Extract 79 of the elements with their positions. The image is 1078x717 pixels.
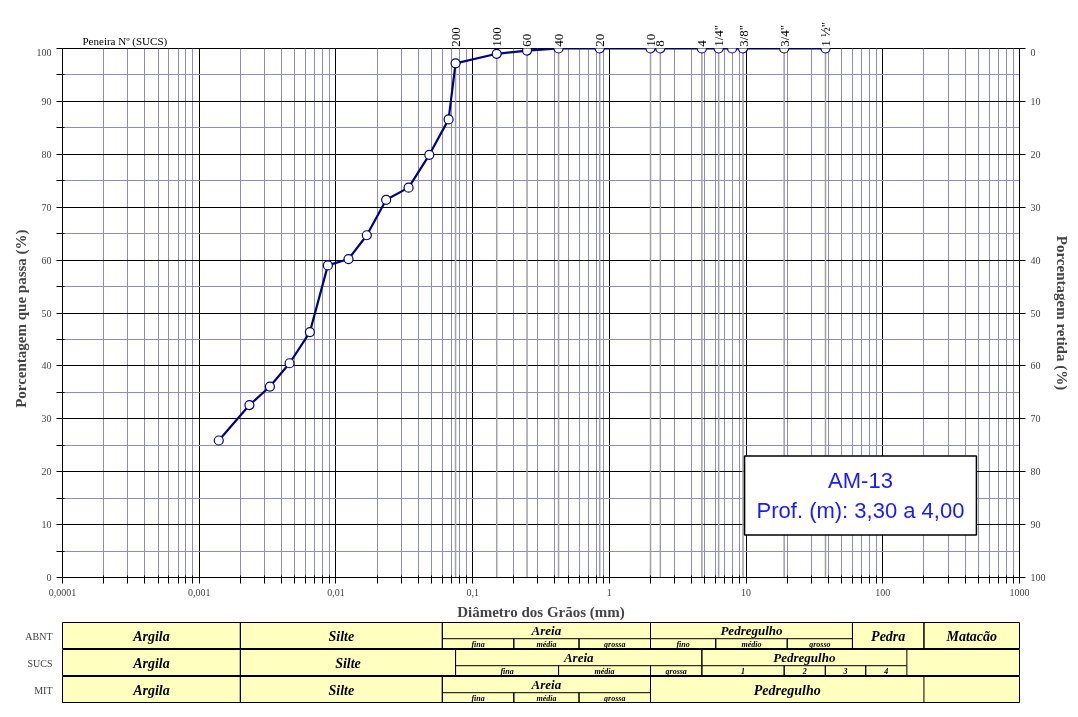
y2-tick-label: 70 [1030, 413, 1041, 425]
y-tick-label: 90 [41, 95, 52, 107]
x-tick-label: 0,001 [187, 586, 211, 598]
annotation: 200 [447, 27, 463, 47]
x-tick-label: 0,01 [327, 586, 345, 598]
annotation: 100 [488, 27, 504, 47]
annotation: 1 ½" [817, 21, 833, 47]
text: Silte [328, 682, 355, 698]
y2-tick-label: 20 [1030, 148, 1041, 160]
text: grossa [603, 693, 626, 703]
text: 2 [801, 667, 807, 677]
y-tick-label: 10 [41, 519, 52, 531]
y-tick-label: 40 [41, 360, 52, 372]
y-axis-title: Porcentagem que passa (%) [12, 229, 30, 408]
annotation: 3/4" [776, 24, 792, 47]
text: SUCS [27, 657, 53, 669]
y-tick-label: 80 [41, 148, 52, 160]
text: Pedregulho [773, 650, 836, 666]
annotation: 4 [693, 39, 709, 47]
text: 4 [883, 667, 889, 677]
text: médio [741, 639, 762, 649]
x-tick-label: 10 [741, 586, 752, 598]
text: Pedregulho [753, 682, 821, 698]
y2-tick-label: 90 [1030, 519, 1041, 531]
text: Areia [530, 677, 562, 693]
x-tick-label: 1000 [1009, 586, 1030, 598]
text: Argila [132, 628, 170, 644]
x-tick-label: 0,1 [466, 586, 479, 598]
text: fina [471, 639, 485, 649]
x-tick-label: 0,0001 [48, 586, 77, 598]
x-tick-label: 100 [875, 586, 891, 598]
text: MIT [34, 684, 53, 696]
text: fina [500, 666, 514, 676]
text: 1 [741, 667, 746, 677]
text: Silte [335, 655, 361, 671]
y2-tick-label: 0 [1030, 46, 1036, 58]
y2-tick-label: 60 [1030, 360, 1041, 372]
text: grossa [664, 666, 687, 676]
y2-tick-label: 30 [1030, 201, 1041, 213]
y-tick-label: 30 [41, 413, 52, 425]
y-tick-label: 60 [41, 254, 52, 266]
y-tick-label: 20 [41, 466, 52, 478]
x-tick-label: 1 [606, 586, 612, 598]
annotation: 40 [550, 33, 566, 47]
x2-axis-title: Peneira Nº (SUCS) [82, 34, 168, 48]
annotation: AM-13 [828, 468, 893, 493]
text: média [594, 666, 615, 676]
text: Silte [328, 628, 355, 644]
text: grosso [808, 639, 831, 649]
text: Areia [562, 650, 595, 666]
text: fina [471, 693, 485, 703]
y-tick-label: 50 [41, 307, 52, 319]
y2-axis-title: Porcentagem retida (%) [1052, 235, 1070, 391]
text: ABNT [25, 630, 53, 642]
text: Matacão [945, 628, 998, 644]
text: Argila [132, 682, 170, 698]
y-tick-label: 70 [41, 201, 52, 213]
y2-tick-label: 80 [1030, 466, 1041, 478]
y2-tick-label: 100 [1030, 572, 1046, 583]
text: Argila [132, 655, 170, 671]
text: fino [676, 639, 690, 649]
text: 3 [842, 667, 848, 677]
annotation: Prof. (m): 3,30 a 4,00 [756, 498, 965, 523]
text: média [536, 639, 557, 649]
text: Areia [530, 623, 562, 639]
text: grossa [603, 639, 626, 649]
text: média [536, 693, 557, 703]
x-axis-title: Diâmetro dos Grãos (mm) [457, 603, 625, 621]
y-tick-label: 100 [36, 46, 52, 58]
annotation: 1/4" [711, 24, 727, 47]
y-tick-label: 0 [46, 572, 52, 583]
annotation: 60 [519, 33, 535, 47]
annotation: 20 [591, 33, 607, 47]
y2-tick-label: 10 [1030, 95, 1041, 107]
y2-tick-label: 50 [1030, 307, 1041, 319]
text: Pedregulho [720, 623, 784, 639]
text: Pedra [871, 628, 906, 644]
y2-tick-label: 40 [1030, 254, 1041, 266]
annotation: 3/8" [735, 24, 751, 47]
